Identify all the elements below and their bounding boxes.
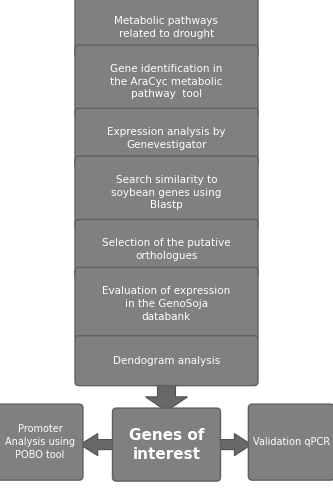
FancyBboxPatch shape [75, 0, 258, 57]
Text: Selection of the putative
orthologues: Selection of the putative orthologues [102, 238, 231, 261]
Polygon shape [80, 434, 116, 455]
Text: Dendogram analysis: Dendogram analysis [113, 356, 220, 366]
Polygon shape [146, 337, 187, 338]
FancyBboxPatch shape [113, 408, 220, 481]
FancyBboxPatch shape [75, 45, 258, 118]
Polygon shape [217, 434, 251, 455]
Polygon shape [146, 222, 187, 226]
Polygon shape [146, 159, 187, 165]
FancyBboxPatch shape [75, 267, 258, 340]
FancyBboxPatch shape [75, 156, 258, 229]
Polygon shape [146, 383, 187, 411]
Text: Promoter
Analysis using
POBO tool: Promoter Analysis using POBO tool [5, 424, 75, 460]
FancyBboxPatch shape [75, 335, 258, 386]
Text: Evaluation of expression
in the GenoSoja
databank: Evaluation of expression in the GenoSoja… [102, 286, 231, 322]
FancyBboxPatch shape [248, 404, 333, 480]
Polygon shape [146, 270, 187, 277]
Text: Genes of
interest: Genes of interest [129, 427, 204, 462]
FancyBboxPatch shape [0, 404, 83, 480]
Text: Metabolic pathways
related to drought: Metabolic pathways related to drought [115, 16, 218, 39]
FancyBboxPatch shape [75, 219, 258, 280]
Polygon shape [146, 48, 187, 54]
Text: Validation qPCR: Validation qPCR [253, 437, 330, 447]
FancyBboxPatch shape [75, 108, 258, 168]
Text: Search similarity to
soybean genes using
Blastp: Search similarity to soybean genes using… [111, 175, 222, 210]
Polygon shape [146, 111, 187, 115]
Text: Gene identification in
the AraCyc metabolic
pathway  tool: Gene identification in the AraCyc metabo… [110, 64, 223, 99]
Text: Expression analysis by
Genevestigator: Expression analysis by Genevestigator [107, 127, 226, 150]
